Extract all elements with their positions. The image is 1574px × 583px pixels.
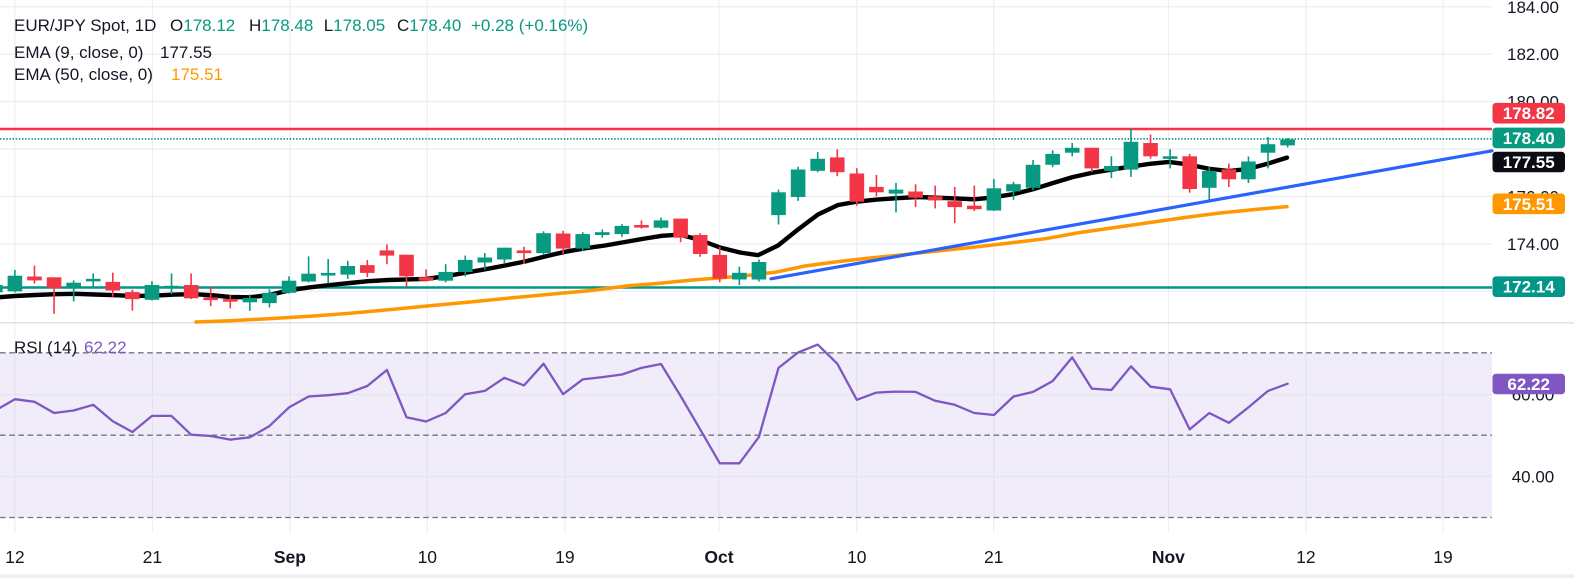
svg-text:Nov: Nov: [1152, 547, 1185, 567]
svg-text:12: 12: [1296, 547, 1315, 567]
svg-text:21: 21: [984, 547, 1003, 567]
svg-text:Sep: Sep: [274, 547, 306, 567]
svg-text:174.00: 174.00: [1507, 235, 1559, 254]
svg-text:62.22: 62.22: [1507, 375, 1550, 394]
svg-text:10: 10: [418, 547, 438, 567]
svg-text:EMA (9, close, 0)177.55: EMA (9, close, 0) 177.55: [14, 43, 212, 62]
svg-text:21: 21: [143, 547, 162, 567]
svg-text:178.40: 178.40: [1503, 129, 1555, 148]
svg-text:Oct: Oct: [704, 547, 733, 567]
svg-text:19: 19: [555, 547, 574, 567]
svg-text:182.00: 182.00: [1507, 45, 1559, 64]
svg-text:172.14: 172.14: [1503, 278, 1556, 297]
svg-text:19: 19: [1433, 547, 1452, 567]
svg-text:10: 10: [847, 547, 867, 567]
svg-text:RSI (14)62.22: RSI (14) 62.22: [14, 338, 127, 357]
svg-text:184.00: 184.00: [1507, 0, 1559, 17]
svg-text:40.00: 40.00: [1512, 468, 1555, 487]
svg-text:177.55: 177.55: [1503, 153, 1555, 172]
svg-text:178.82: 178.82: [1503, 104, 1555, 123]
svg-text:175.51: 175.51: [1503, 195, 1555, 214]
svg-text:EMA (50, close, 0)175.51: EMA (50, close, 0) 175.51: [14, 65, 223, 84]
svg-text:12: 12: [5, 547, 24, 567]
